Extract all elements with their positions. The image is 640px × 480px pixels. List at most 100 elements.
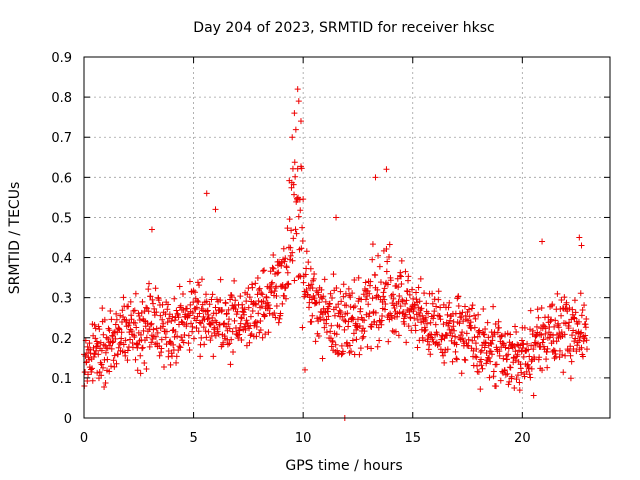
data-point (562, 352, 569, 359)
data-point (502, 371, 509, 378)
data-point (132, 290, 139, 297)
data-point (469, 302, 476, 309)
data-point (253, 301, 260, 308)
data-point (415, 309, 422, 316)
data-point (423, 320, 430, 327)
data-point (455, 302, 462, 309)
data-point (297, 207, 304, 214)
data-point (230, 348, 237, 355)
data-point (351, 277, 358, 284)
data-point (581, 302, 588, 309)
data-point (444, 311, 451, 318)
data-point (178, 334, 185, 341)
data-point (268, 280, 275, 287)
data-point (373, 292, 380, 299)
data-point (314, 315, 321, 322)
data-point (379, 312, 386, 319)
data-point (252, 319, 259, 326)
data-point (349, 337, 356, 344)
data-point (273, 293, 280, 300)
data-point (534, 329, 541, 336)
data-point (237, 320, 244, 327)
data-point (286, 216, 293, 223)
data-point (545, 314, 552, 321)
data-point (412, 322, 419, 329)
data-point (320, 293, 327, 300)
x-tick-label: 20 (514, 431, 531, 446)
data-point (288, 227, 295, 234)
data-point (292, 226, 299, 233)
data-point (327, 335, 334, 342)
data-point (211, 324, 218, 331)
data-point (136, 312, 143, 319)
data-point (483, 360, 490, 367)
data-point (167, 361, 174, 368)
data-point (180, 306, 187, 313)
data-point (192, 289, 199, 296)
data-point (290, 181, 297, 188)
data-point (113, 310, 120, 317)
data-point (231, 317, 238, 324)
data-point (108, 345, 115, 352)
data-point (209, 291, 216, 298)
data-point (337, 288, 344, 295)
data-point (207, 337, 214, 344)
data-point (526, 371, 533, 378)
data-point (305, 259, 312, 266)
data-point (243, 342, 250, 349)
data-point (400, 309, 407, 316)
data-point (333, 331, 340, 338)
data-point (359, 335, 366, 342)
data-point (153, 325, 160, 332)
data-point (368, 345, 375, 352)
data-point (570, 314, 577, 321)
data-point (463, 339, 470, 346)
data-point (336, 323, 343, 330)
data-point (235, 335, 242, 342)
data-point (332, 341, 339, 348)
data-point (397, 303, 404, 310)
data-point (440, 352, 447, 359)
data-point (93, 343, 100, 350)
data-point (561, 331, 568, 338)
data-point (357, 305, 364, 312)
data-point (300, 279, 307, 286)
data-point (213, 310, 220, 317)
data-point (201, 341, 208, 348)
data-point (504, 370, 511, 377)
data-point (571, 297, 578, 304)
data-point (308, 281, 315, 288)
data-point (268, 289, 275, 296)
data-point (383, 166, 390, 173)
x-tick-label: 15 (404, 431, 421, 446)
data-point (538, 304, 545, 311)
data-point (544, 345, 551, 352)
data-point (98, 372, 105, 379)
data-point (388, 312, 395, 319)
data-point (455, 293, 462, 300)
data-point (487, 348, 494, 355)
axis-ticks (83, 56, 610, 419)
data-point (559, 351, 566, 358)
data-point (475, 311, 482, 318)
data-point (472, 315, 479, 322)
data-point (100, 331, 107, 338)
data-point (465, 343, 472, 350)
data-point (349, 290, 356, 297)
data-point (525, 365, 532, 372)
data-point (148, 226, 155, 233)
data-point (131, 334, 138, 341)
data-point (539, 238, 546, 245)
data-point (569, 332, 576, 339)
data-point (341, 326, 348, 333)
data-point (306, 299, 313, 306)
data-point (256, 285, 263, 292)
data-point (538, 332, 545, 339)
data-point (144, 305, 151, 312)
data-point (402, 300, 409, 307)
data-point (514, 341, 521, 348)
y-tick-label: 0.5 (51, 211, 72, 226)
data-point (122, 337, 129, 344)
data-point (367, 278, 374, 285)
data-point (247, 332, 254, 339)
